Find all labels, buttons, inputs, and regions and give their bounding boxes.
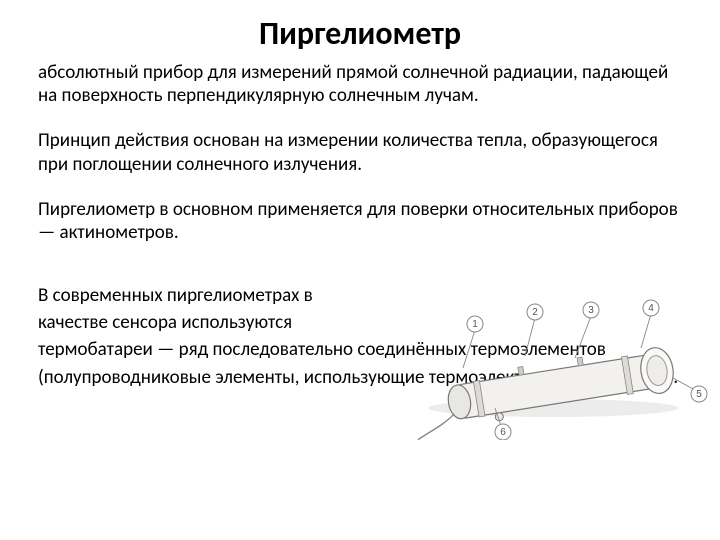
pyrheliometer-diagram: 1 2 3 4 5 6 (403, 290, 708, 440)
label-4: 4 (648, 303, 654, 314)
paragraph-1: абсолютный прибор для измерений прямой с… (38, 61, 690, 107)
page-title: Пиргелиометр (0, 0, 720, 61)
label-6: 6 (500, 427, 506, 438)
label-1: 1 (472, 319, 478, 330)
label-5: 5 (696, 389, 702, 400)
paragraph-2: Принцип действия основан на измерении ко… (38, 129, 690, 175)
label-3: 3 (588, 305, 594, 316)
instrument-body (409, 343, 678, 439)
paragraph-3: Пиргелиометр в основном применяется для … (38, 198, 690, 244)
label-2: 2 (532, 307, 538, 318)
